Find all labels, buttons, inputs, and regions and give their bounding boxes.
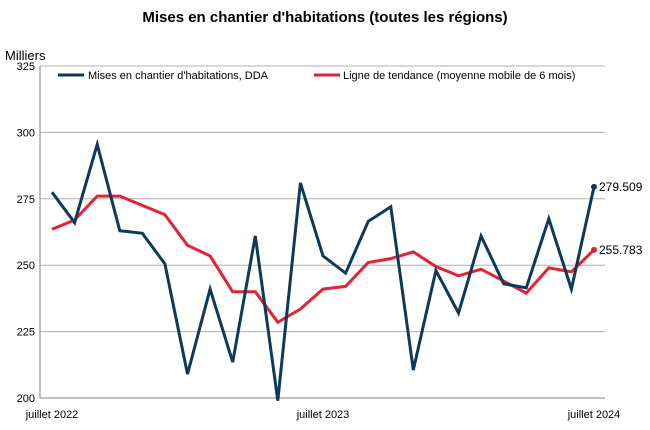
legend-label: Ligne de tendance (moyenne mobile de 6 m… [343,70,575,82]
legend-label: Mises en chantier d'habitations, DDA [88,70,269,82]
x-tick-label: juillet 2022 [25,409,79,421]
end-value-label: 255.783 [599,243,643,257]
data-point [591,246,597,253]
series-line-2 [51,194,596,325]
y-tick-label: 250 [17,260,35,272]
chart-title: Mises en chantier d'habitations (toutes … [142,9,507,26]
x-tick-label: juillet 2023 [296,409,350,421]
legend: Mises en chantier d'habitations, DDA Lign… [58,70,575,82]
x-axis-ticks: juillet 2022 juillet 2023 juillet 2024 [25,409,621,421]
y-tick-label: 225 [17,327,35,339]
series-lines: 255.783 279.509 [50,138,643,401]
series-line-1 [50,138,596,401]
end-value-label: 279.509 [599,180,643,194]
y-tick-label: 275 [17,194,35,206]
y-axis-unit: Milliers [5,48,46,63]
y-tick-label: 325 [17,61,35,73]
y-axis-ticks: 200 225 250 275 300 325 [17,61,35,405]
data-point [591,183,597,190]
x-tick-label: juillet 2024 [567,409,621,421]
gridlines [39,65,605,399]
y-tick-label: 300 [17,127,35,139]
y-tick-label: 200 [17,393,35,405]
